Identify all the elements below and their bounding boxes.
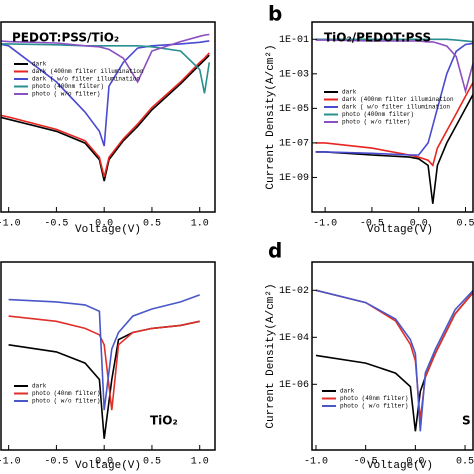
y-tick-label: 1E-06: [279, 380, 309, 391]
legend-label: dark: [32, 61, 47, 68]
data-line: [1, 43, 211, 94]
data-line: [315, 38, 473, 43]
plot-frame: [0, 261, 216, 451]
y-tick-label: 1E-01: [279, 35, 309, 46]
data-line: [315, 80, 473, 168]
x-tick-label: 0.5: [457, 219, 474, 230]
legend-label: dark (400nm filter illumination: [342, 96, 454, 103]
legend-label: photo ( w/o filter): [340, 403, 408, 410]
x-tick-label: 1.0: [191, 457, 209, 468]
data-line: [1, 33, 210, 84]
y-tick-label: 1E-03: [279, 69, 309, 80]
x-tick-label: 0.0: [95, 457, 113, 468]
plot-frame: [311, 261, 474, 451]
panel-label: d: [268, 239, 282, 263]
data-line: [8, 315, 200, 411]
panel-title: PEDOT:PSS/TiO₂: [12, 31, 119, 45]
data-line: [315, 42, 473, 156]
legend-label: dark ( w/o filter illumination: [342, 104, 450, 111]
x-tick-label: -0.5: [44, 457, 68, 468]
x-tick-label: 0.5: [143, 219, 161, 230]
y-tick-label: 1E-07: [279, 139, 309, 150]
annotation: S: [462, 414, 471, 428]
x-tick-label: 0.0: [95, 219, 113, 230]
y-axis-label: Current Density(A/cm²): [265, 283, 277, 428]
x-axis-label: Voltage(V): [367, 460, 433, 472]
y-tick-label: 1E-04: [279, 333, 309, 344]
legend-label: photo (400nm filter): [32, 83, 104, 90]
panel-title: TiO₂/PEDOT:PSS: [324, 31, 431, 45]
x-tick-label: -1.0: [304, 457, 328, 468]
x-tick-label: -0.5: [360, 219, 384, 230]
legend-label: photo (40nm filter): [340, 395, 408, 402]
y-tick-label: 1E-05: [279, 104, 309, 115]
x-tick-label: -0.5: [44, 219, 68, 230]
legend-label: photo (40nm filter): [32, 390, 100, 397]
x-tick-label: 0.5: [143, 457, 161, 468]
x-tick-label: 0.0: [410, 219, 428, 230]
x-tick-label: -1.0: [313, 219, 337, 230]
legend-label: dark: [342, 89, 357, 96]
x-tick-label: 1.0: [191, 219, 209, 230]
plot-frame: [311, 21, 474, 213]
data-line: [315, 291, 473, 432]
x-tick-label: -1.0: [0, 457, 21, 468]
legend-label: photo ( w/o filter): [32, 398, 100, 405]
x-tick-label: 0.0: [406, 457, 424, 468]
y-tick-label: 1E-02: [279, 286, 309, 297]
x-tick-label: -1.0: [0, 219, 21, 230]
x-axis-label: Voltage(V): [75, 224, 141, 236]
legend-label: photo ( w/o filter): [342, 119, 410, 126]
legend-label: photo (400nm filter): [342, 111, 414, 118]
legend-label: dark: [32, 383, 47, 390]
plot-frame: [0, 21, 216, 213]
x-tick-label: 0.5: [456, 457, 474, 468]
y-tick-label: 1E-09: [279, 173, 309, 184]
legend-label: dark: [340, 388, 355, 395]
x-tick-label: -0.5: [354, 457, 378, 468]
annotation: TiO₂: [150, 414, 178, 428]
x-axis-label: Voltage(V): [367, 224, 433, 236]
data-line: [1, 54, 210, 182]
legend-label: photo ( w/o filter): [32, 91, 100, 98]
legend-label: dark ( w/o filter illumination: [32, 76, 140, 83]
data-line: [8, 294, 200, 411]
data-line: [1, 40, 210, 147]
x-axis-label: Voltage(V): [75, 460, 141, 472]
legend-label: dark (400nm filter illumination: [32, 68, 144, 75]
data-line: [315, 39, 473, 95]
y-axis-label: Current Density(A/cm²): [265, 44, 277, 189]
data-line: [315, 92, 473, 204]
data-line: [315, 289, 473, 432]
panel-label: b: [268, 2, 282, 26]
